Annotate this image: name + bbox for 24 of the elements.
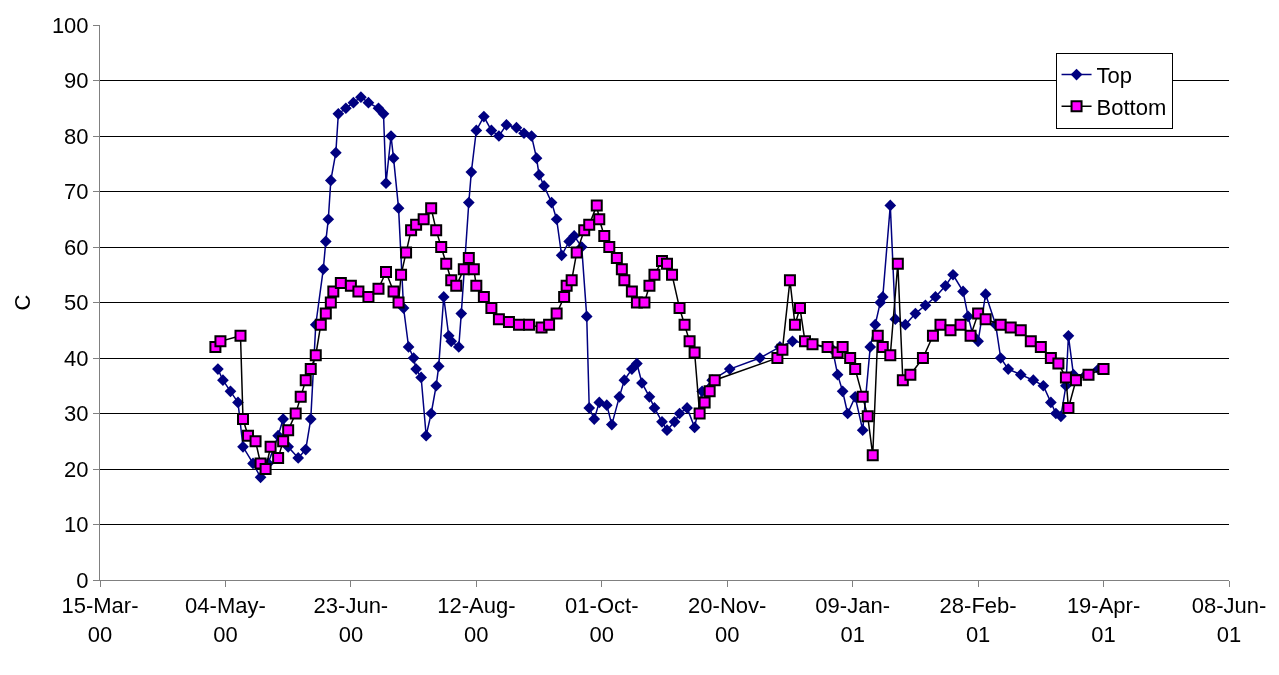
x-tick-label: 04-May- 00 <box>185 593 266 647</box>
y-tick-label: 50 <box>64 290 89 316</box>
y-tick-label: 10 <box>64 512 89 538</box>
legend-label: Bottom <box>1096 94 1167 120</box>
y-tick-label: 90 <box>64 68 89 94</box>
y-tick-label: 60 <box>64 234 89 260</box>
x-tick-label: 20-Nov- 00 <box>688 593 767 647</box>
x-tick-label: 01-Oct- 00 <box>565 593 639 647</box>
x-tick-label: 08-Jun- 01 <box>1191 593 1267 647</box>
y-tick-label: 100 <box>51 12 89 38</box>
x-tick-label: 09-Jan- 01 <box>815 593 890 647</box>
y-tick-label: 0 <box>76 567 89 593</box>
y-tick-label: 30 <box>64 401 89 427</box>
x-tick-label: 28-Feb- 01 <box>939 593 1017 647</box>
x-tick-label: 19-Apr- 01 <box>1066 593 1141 647</box>
x-tick-label: 12-Aug- 00 <box>437 593 516 647</box>
y-tick-label: 80 <box>64 123 89 149</box>
y-tick-label: 40 <box>64 345 89 371</box>
y-tick-label: 70 <box>64 179 89 205</box>
legend-label: Top <box>1096 63 1133 89</box>
x-tick-label: 23-Jun- 00 <box>313 593 389 647</box>
x-tick-label: 15-Mar- 00 <box>61 593 139 647</box>
y-tick-label: 20 <box>64 456 89 482</box>
y-axis-title: C <box>9 294 35 311</box>
